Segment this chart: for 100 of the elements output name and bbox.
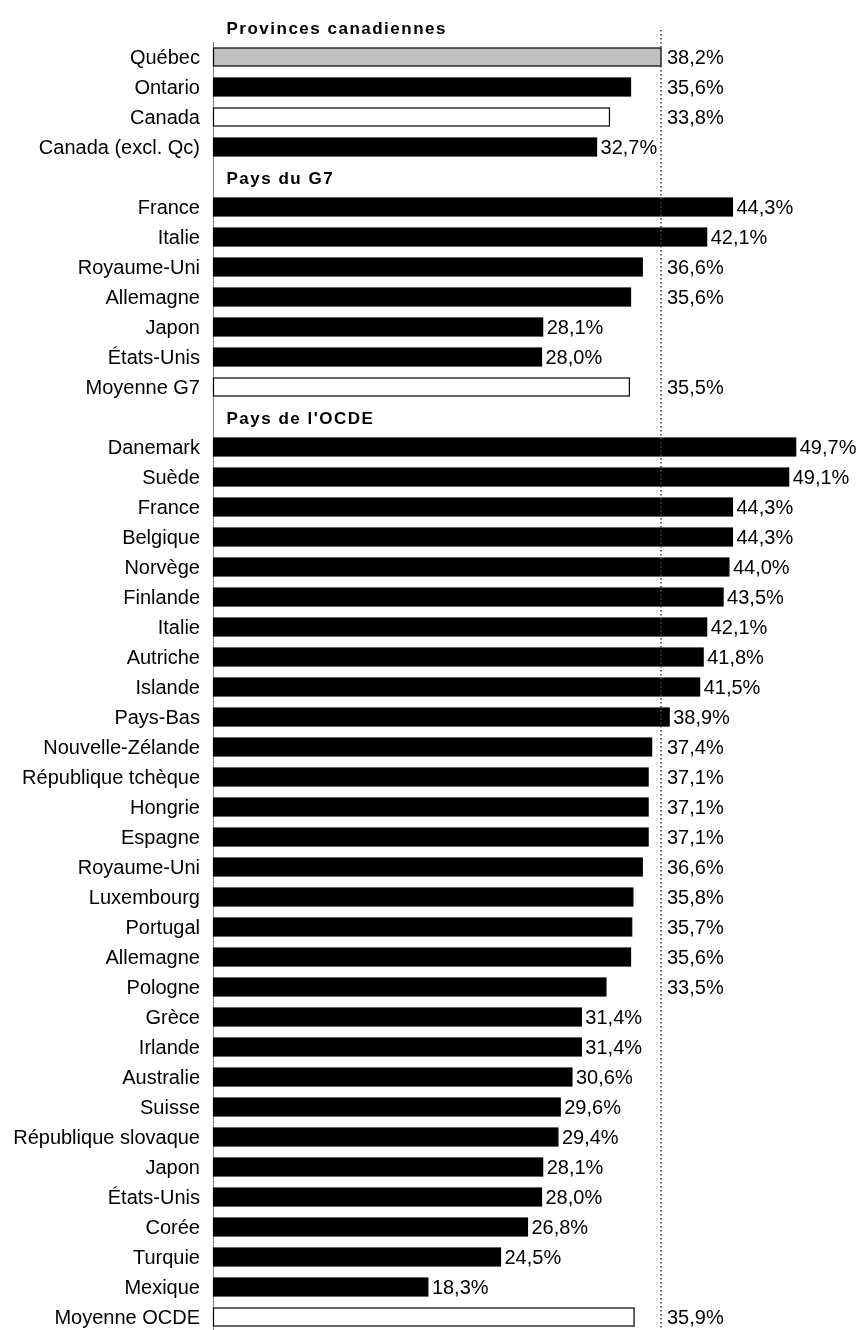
data-label: 35,5%	[667, 376, 724, 398]
data-label: 36,6%	[667, 256, 724, 278]
y-tick-label: Japon	[145, 316, 200, 338]
bar	[212, 77, 632, 97]
data-label: 42,1%	[710, 616, 768, 638]
y-tick-label: Allemagne	[105, 946, 200, 968]
y-tick-label: Mexique	[124, 1276, 200, 1298]
y-tick-label: Belgique	[122, 526, 200, 548]
data-label: 24,5%	[504, 1246, 562, 1268]
data-label: 30,6%	[575, 1066, 633, 1088]
bar	[212, 827, 649, 847]
y-tick-label: Pays-Bas	[114, 706, 200, 728]
y-tick-label: Turquie	[132, 1246, 200, 1268]
bar	[212, 317, 544, 337]
data-label: 49,7%	[799, 436, 857, 458]
bar	[212, 767, 649, 787]
y-tick-label: Portugal	[125, 916, 200, 938]
bar	[212, 707, 670, 727]
bar	[212, 347, 543, 367]
bar	[212, 1187, 543, 1207]
data-label: 38,9%	[673, 706, 731, 728]
data-label: 35,8%	[667, 886, 724, 908]
annotation: Pays du G7	[226, 169, 335, 188]
bar	[212, 527, 734, 547]
y-tick-label: France	[137, 196, 200, 218]
bar	[212, 917, 633, 937]
bar	[212, 1007, 582, 1027]
data-label: 29,4%	[561, 1126, 619, 1148]
y-tick-label: Hongrie	[129, 796, 200, 818]
bar	[212, 977, 607, 997]
data-label: 44,0%	[732, 556, 790, 578]
y-tick-label: Espagne	[121, 826, 200, 848]
data-label: 31,4%	[585, 1036, 643, 1058]
bar	[212, 1097, 561, 1117]
y-tick-label: Suisse	[139, 1096, 200, 1118]
data-label: 37,1%	[667, 796, 724, 818]
y-tick-label: Royaume-Uni	[77, 256, 200, 278]
data-label: 33,5%	[667, 976, 724, 998]
data-label: 37,4%	[667, 736, 724, 758]
data-label: 36,6%	[667, 856, 724, 878]
y-tick-label: Autriche	[126, 646, 200, 668]
bar	[212, 1127, 559, 1147]
bar	[212, 467, 790, 487]
bar	[212, 1277, 429, 1297]
data-label: 33,8%	[667, 106, 724, 128]
bar	[212, 797, 649, 817]
bar	[212, 197, 734, 217]
bar	[212, 557, 730, 577]
data-label: 42,1%	[710, 226, 768, 248]
data-label: 28,0%	[545, 1186, 603, 1208]
annotation: Pays de l'OCDE	[226, 409, 375, 428]
y-tick-label: Norvège	[124, 556, 200, 578]
y-tick-label: Pologne	[126, 976, 200, 998]
y-tick-label: Royaume-Uni	[77, 856, 200, 878]
data-label: 44,3%	[736, 526, 794, 548]
bar	[212, 497, 734, 517]
annotation: Provinces canadiennes	[226, 19, 447, 38]
y-tick-label: Suède	[142, 466, 200, 488]
bar	[212, 137, 598, 157]
y-tick-label: Moyenne OCDE	[54, 1306, 200, 1328]
bar	[212, 677, 701, 697]
data-label: 49,1%	[792, 466, 850, 488]
data-label: 43,5%	[727, 586, 785, 608]
y-tick-label: États-Unis	[107, 346, 200, 368]
bar	[212, 887, 634, 907]
data-label: 28,1%	[546, 1156, 604, 1178]
y-tick-label: Canada	[129, 106, 201, 128]
y-tick-label: Irlande	[138, 1036, 200, 1058]
data-label: 38,2%	[667, 46, 724, 68]
y-tick-label: Allemagne	[105, 286, 200, 308]
bar	[212, 947, 632, 967]
bar	[212, 647, 704, 667]
bar	[212, 1067, 573, 1087]
data-label: 31,4%	[585, 1006, 643, 1028]
bar	[212, 107, 611, 127]
bar	[212, 1037, 582, 1057]
data-label: 35,6%	[667, 286, 724, 308]
bar	[212, 257, 643, 277]
y-tick-label: États-Unis	[107, 1186, 200, 1208]
data-label: 26,8%	[531, 1216, 589, 1238]
data-label: 37,1%	[667, 766, 724, 788]
y-tick-label: Islande	[135, 676, 200, 698]
data-label: 35,6%	[667, 946, 724, 968]
y-tick-label: Nouvelle-Zélande	[43, 736, 200, 758]
data-label: 41,8%	[707, 646, 765, 668]
data-label: 35,6%	[667, 76, 724, 98]
bar	[212, 377, 630, 397]
bar	[212, 617, 708, 637]
bar	[212, 737, 653, 757]
data-label: 44,3%	[736, 196, 794, 218]
y-tick-label: Italie	[157, 616, 200, 638]
bar	[212, 47, 662, 67]
data-label: 35,7%	[667, 916, 724, 938]
y-tick-label: Corée	[145, 1216, 200, 1238]
bar	[212, 857, 643, 877]
bar	[212, 1247, 502, 1267]
bar	[212, 1307, 635, 1327]
y-tick-label: République slovaque	[13, 1126, 200, 1148]
y-tick-label: Moyenne G7	[85, 376, 200, 398]
bar	[212, 227, 708, 247]
